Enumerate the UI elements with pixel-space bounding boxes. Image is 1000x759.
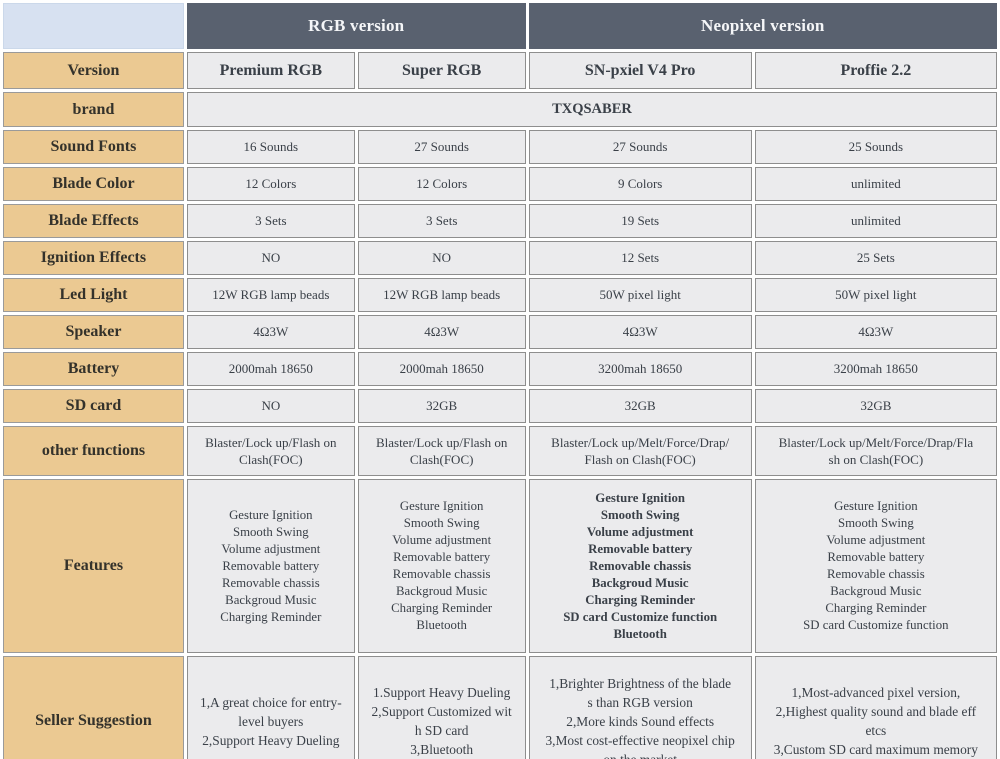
cell-other-functions-proffie: Blaster/Lock up/Melt/Force/Drap/Fla sh o… — [754, 426, 997, 476]
row-label-speaker: Speaker — [3, 315, 184, 349]
cell-sd-card-v4pro: 32GB — [528, 389, 752, 423]
cell-speaker-super: 4Ω3W — [357, 315, 526, 349]
cell-version-premium: Premium RGB — [186, 52, 355, 89]
cell-led-light-premium: 12W RGB lamp beads — [186, 278, 355, 312]
cell-battery-super: 2000mah 18650 — [357, 352, 526, 386]
row-label-battery: Battery — [3, 352, 184, 386]
row-label-seller-suggestion: Seller Suggestion — [3, 656, 184, 759]
cell-blade-effects-proffie: unlimited — [754, 204, 997, 238]
group-header-neopixel: Neopixel version — [528, 3, 997, 49]
cell-features-super: Gesture Ignition Smooth Swing Volume adj… — [357, 479, 526, 653]
cell-speaker-premium: 4Ω3W — [186, 315, 355, 349]
cell-seller-suggestion-super: 1.Support Heavy Dueling 2,Support Custom… — [357, 656, 526, 759]
cell-seller-suggestion-premium: 1,A great choice for entry- level buyers… — [186, 656, 355, 759]
cell-led-light-super: 12W RGB lamp beads — [357, 278, 526, 312]
group-header-rgb: RGB version — [186, 3, 526, 49]
cell-blade-color-v4pro: 9 Colors — [528, 167, 752, 201]
cell-seller-suggestion-v4pro: 1,Brighter Brightness of the blade s tha… — [528, 656, 752, 759]
cell-sd-card-premium: NO — [186, 389, 355, 423]
cell-sound-fonts-proffie: 25 Sounds — [754, 130, 997, 164]
cell-led-light-v4pro: 50W pixel light — [528, 278, 752, 312]
cell-sound-fonts-premium: 16 Sounds — [186, 130, 355, 164]
cell-features-premium: Gesture Ignition Smooth Swing Volume adj… — [186, 479, 355, 653]
cell-features-v4pro: Gesture Ignition Smooth Swing Volume adj… — [528, 479, 752, 653]
cell-battery-premium: 2000mah 18650 — [186, 352, 355, 386]
cell-speaker-proffie: 4Ω3W — [754, 315, 997, 349]
row-label-led-light: Led Light — [3, 278, 184, 312]
cell-blade-color-proffie: unlimited — [754, 167, 997, 201]
cell-ignition-effects-premium: NO — [186, 241, 355, 275]
cell-blade-effects-v4pro: 19 Sets — [528, 204, 752, 238]
cell-ignition-effects-proffie: 25 Sets — [754, 241, 997, 275]
row-label-blade-color: Blade Color — [3, 167, 184, 201]
cell-blade-color-super: 12 Colors — [357, 167, 526, 201]
row-label-blade-effects: Blade Effects — [3, 204, 184, 238]
cell-brand-merged: TXQSABER — [186, 92, 997, 127]
cell-version-proffie: Proffie 2.2 — [754, 52, 997, 89]
cell-blade-effects-super: 3 Sets — [357, 204, 526, 238]
cell-other-functions-premium: Blaster/Lock up/Flash on Clash(FOC) — [186, 426, 355, 476]
cell-other-functions-v4pro: Blaster/Lock up/Melt/Force/Drap/ Flash o… — [528, 426, 752, 476]
cell-battery-proffie: 3200mah 18650 — [754, 352, 997, 386]
cell-features-proffie: Gesture Ignition Smooth Swing Volume adj… — [754, 479, 997, 653]
cell-version-super: Super RGB — [357, 52, 526, 89]
cell-sd-card-proffie: 32GB — [754, 389, 997, 423]
cell-battery-v4pro: 3200mah 18650 — [528, 352, 752, 386]
row-label-version: Version — [3, 52, 184, 89]
cell-ignition-effects-v4pro: 12 Sets — [528, 241, 752, 275]
cell-blade-color-premium: 12 Colors — [186, 167, 355, 201]
cell-blade-effects-premium: 3 Sets — [186, 204, 355, 238]
cell-led-light-proffie: 50W pixel light — [754, 278, 997, 312]
cell-version-v4pro: SN-pxiel V4 Pro — [528, 52, 752, 89]
cell-seller-suggestion-proffie: 1,Most-advanced pixel version, 2,Highest… — [754, 656, 997, 759]
cell-ignition-effects-super: NO — [357, 241, 526, 275]
row-label-sd-card: SD card — [3, 389, 184, 423]
row-label-ignition-effects: Ignition Effects — [3, 241, 184, 275]
cell-sound-fonts-super: 27 Sounds — [357, 130, 526, 164]
cell-sound-fonts-v4pro: 27 Sounds — [528, 130, 752, 164]
corner-cell — [3, 3, 184, 49]
cell-other-functions-super: Blaster/Lock up/Flash on Clash(FOC) — [357, 426, 526, 476]
cell-sd-card-super: 32GB — [357, 389, 526, 423]
row-label-brand: brand — [3, 92, 184, 127]
row-label-features: Features — [3, 479, 184, 653]
row-label-other-functions: other functions — [3, 426, 184, 476]
row-label-sound-fonts: Sound Fonts — [3, 130, 184, 164]
cell-speaker-v4pro: 4Ω3W — [528, 315, 752, 349]
